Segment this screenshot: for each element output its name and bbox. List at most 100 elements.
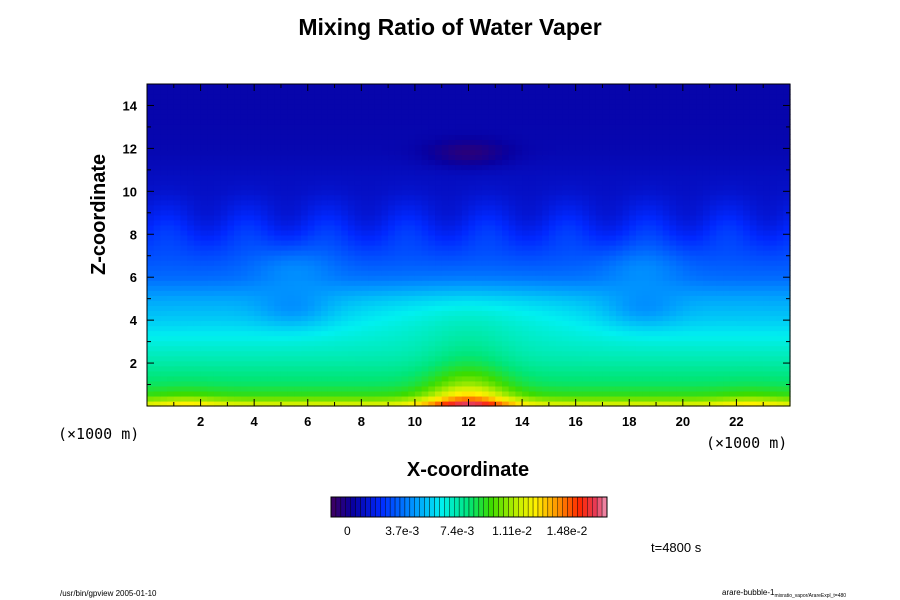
heatmap-cell <box>394 355 403 362</box>
heatmap-cell <box>187 189 195 196</box>
heatmap-cell <box>702 395 711 402</box>
heatmap-cell <box>187 315 195 322</box>
heatmap-cell <box>213 229 222 236</box>
heatmap-cell <box>589 245 597 251</box>
heatmap-cell <box>736 305 744 312</box>
heatmap-cell <box>542 214 550 221</box>
heatmap-cell <box>234 395 242 402</box>
heatmap-cell <box>213 285 222 291</box>
heatmap-cell <box>776 275 784 281</box>
heatmap-cell <box>240 355 249 362</box>
heatmap-cell <box>254 340 262 347</box>
heatmap-cell <box>602 245 610 251</box>
heatmap-cell <box>347 365 356 372</box>
heatmap-cell <box>314 390 322 397</box>
heatmap-cell <box>314 250 322 256</box>
heatmap-cell <box>247 305 255 312</box>
heatmap-cell <box>388 285 396 291</box>
heatmap-cell <box>341 345 349 352</box>
heatmap-cell <box>180 355 188 362</box>
heatmap-cell <box>595 179 604 186</box>
heatmap-cell <box>260 310 269 317</box>
heatmap-cell <box>749 280 758 286</box>
heatmap-cell <box>702 335 711 342</box>
heatmap-cell <box>361 375 369 382</box>
heatmap-cell <box>702 159 711 166</box>
heatmap-cell <box>635 285 644 291</box>
heatmap-cell <box>247 174 255 181</box>
heatmap-cell <box>220 250 228 256</box>
heatmap-cell <box>642 380 650 387</box>
heatmap-cell <box>381 164 389 171</box>
heatmap-cell <box>649 265 657 271</box>
heatmap-cell <box>535 204 543 211</box>
heatmap-cell <box>361 144 369 151</box>
heatmap-cell <box>515 305 523 312</box>
heatmap-cell <box>756 164 764 171</box>
heatmap-cell <box>682 275 691 281</box>
heatmap-cell <box>213 360 222 367</box>
heatmap-cell <box>749 385 758 392</box>
heatmap-cell <box>341 400 349 407</box>
heatmap-cell <box>414 265 423 271</box>
heatmap-cell <box>240 305 249 312</box>
heatmap-cell <box>441 174 450 181</box>
heatmap-cell <box>575 199 583 206</box>
heatmap-cell <box>414 275 423 281</box>
heatmap-cell <box>562 380 570 387</box>
heatmap-cell <box>783 174 791 181</box>
heatmap-cell <box>756 350 764 357</box>
heatmap-cell <box>481 280 490 286</box>
heatmap-cell <box>595 355 604 362</box>
heatmap-cell <box>213 179 222 186</box>
heatmap-cell <box>562 365 570 372</box>
heatmap-cell <box>649 164 657 171</box>
heatmap-cell <box>615 219 624 226</box>
heatmap-cell <box>642 224 650 231</box>
heatmap-cell <box>207 265 215 271</box>
heatmap-cell <box>783 290 791 296</box>
heatmap-cell <box>260 229 269 236</box>
heatmap-cell <box>555 234 563 241</box>
heatmap-cell <box>455 290 463 296</box>
heatmap-cell <box>167 260 175 266</box>
heatmap-cell <box>160 184 168 191</box>
heatmap-cell <box>602 370 610 377</box>
heatmap-cell <box>548 285 557 291</box>
heatmap-cell <box>763 229 771 236</box>
heatmap-cell <box>374 265 383 271</box>
heatmap-cell <box>542 144 550 151</box>
heatmap-cell <box>381 385 389 392</box>
heatmap-cell <box>689 265 697 271</box>
heatmap-cell <box>676 385 684 392</box>
heatmap-cell <box>180 385 188 392</box>
heatmap-cell <box>147 315 155 322</box>
heatmap-cell <box>247 255 255 261</box>
heatmap-cell <box>341 370 349 377</box>
heatmap-cell <box>167 245 175 251</box>
heatmap-cell <box>776 310 784 317</box>
heatmap-cell <box>441 355 450 362</box>
heatmap-cell <box>555 365 563 372</box>
heatmap-cell <box>635 224 644 231</box>
heatmap-cell <box>615 310 624 317</box>
heatmap-cell <box>441 365 450 372</box>
heatmap-cell <box>562 390 570 397</box>
heatmap-cell <box>488 390 496 397</box>
heatmap-cell <box>488 184 496 191</box>
heatmap-cell <box>280 355 289 362</box>
heatmap-cell <box>723 400 731 407</box>
heatmap-cell <box>234 325 242 332</box>
heatmap-cell <box>187 325 195 332</box>
heatmap-cell <box>301 219 309 226</box>
heatmap-cell <box>408 224 416 231</box>
heatmap-cell <box>381 179 389 186</box>
heatmap-cell <box>475 219 483 226</box>
heatmap-cell <box>682 164 691 171</box>
heatmap-cell <box>535 219 543 226</box>
heatmap-cell <box>676 365 684 372</box>
heatmap-cell <box>562 184 570 191</box>
heatmap-cell <box>247 234 255 241</box>
heatmap-cell <box>669 270 677 276</box>
heatmap-cell <box>515 355 523 362</box>
